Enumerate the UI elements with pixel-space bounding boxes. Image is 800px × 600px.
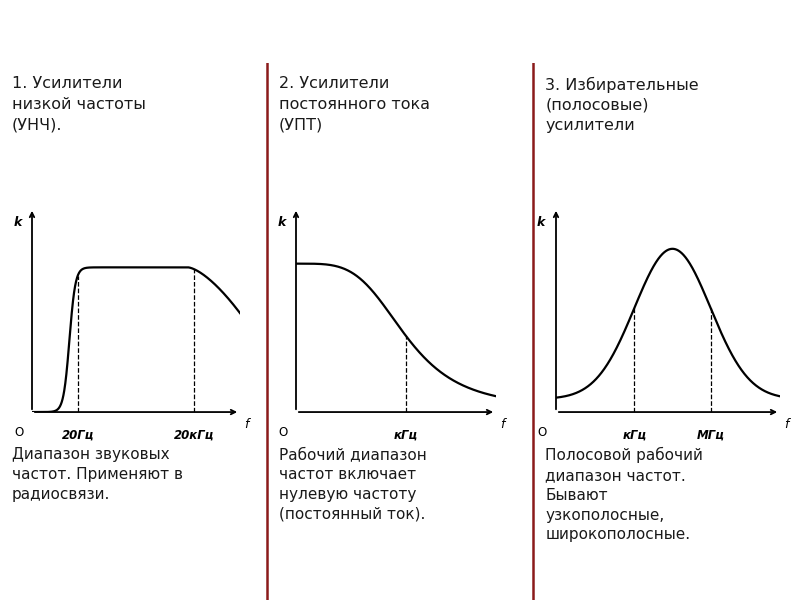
Text: k: k	[278, 216, 286, 229]
Text: 20Гц: 20Гц	[62, 428, 94, 442]
Text: f: f	[500, 418, 504, 431]
Text: Рабочий диапазон
частот включает
нулевую частоту
(постоянный ток).: Рабочий диапазон частот включает нулевую…	[278, 447, 426, 521]
Text: O: O	[14, 427, 24, 439]
Text: МГц: МГц	[697, 428, 725, 442]
Text: кГц: кГц	[622, 428, 646, 442]
Text: f: f	[785, 418, 789, 431]
Text: 1. Усилители
низкой частоты
(УНЧ).: 1. Усилители низкой частоты (УНЧ).	[12, 76, 146, 132]
Text: Классификация по частному диапазону: Классификация по частному диапазону	[62, 17, 738, 46]
Text: O: O	[538, 427, 547, 439]
Text: 2. Усилители
постоянного тока
(УПТ): 2. Усилители постоянного тока (УПТ)	[278, 76, 430, 132]
Text: кГц: кГц	[394, 428, 418, 442]
Text: 3. Избирательные
(полосовые)
усилители: 3. Избирательные (полосовые) усилители	[546, 76, 699, 133]
Text: O: O	[278, 427, 288, 439]
Text: 20кГц: 20кГц	[174, 428, 214, 442]
Text: Диапазон звуковых
частот. Применяют в
радиосвязи.: Диапазон звуковых частот. Применяют в ра…	[12, 447, 183, 502]
Text: Полосовой рабочий
диапазон частот.
Бывают
узкополосные,
широкополосные.: Полосовой рабочий диапазон частот. Бываю…	[546, 447, 703, 542]
Text: k: k	[14, 216, 22, 229]
Text: k: k	[537, 216, 545, 229]
Text: f: f	[244, 418, 249, 431]
